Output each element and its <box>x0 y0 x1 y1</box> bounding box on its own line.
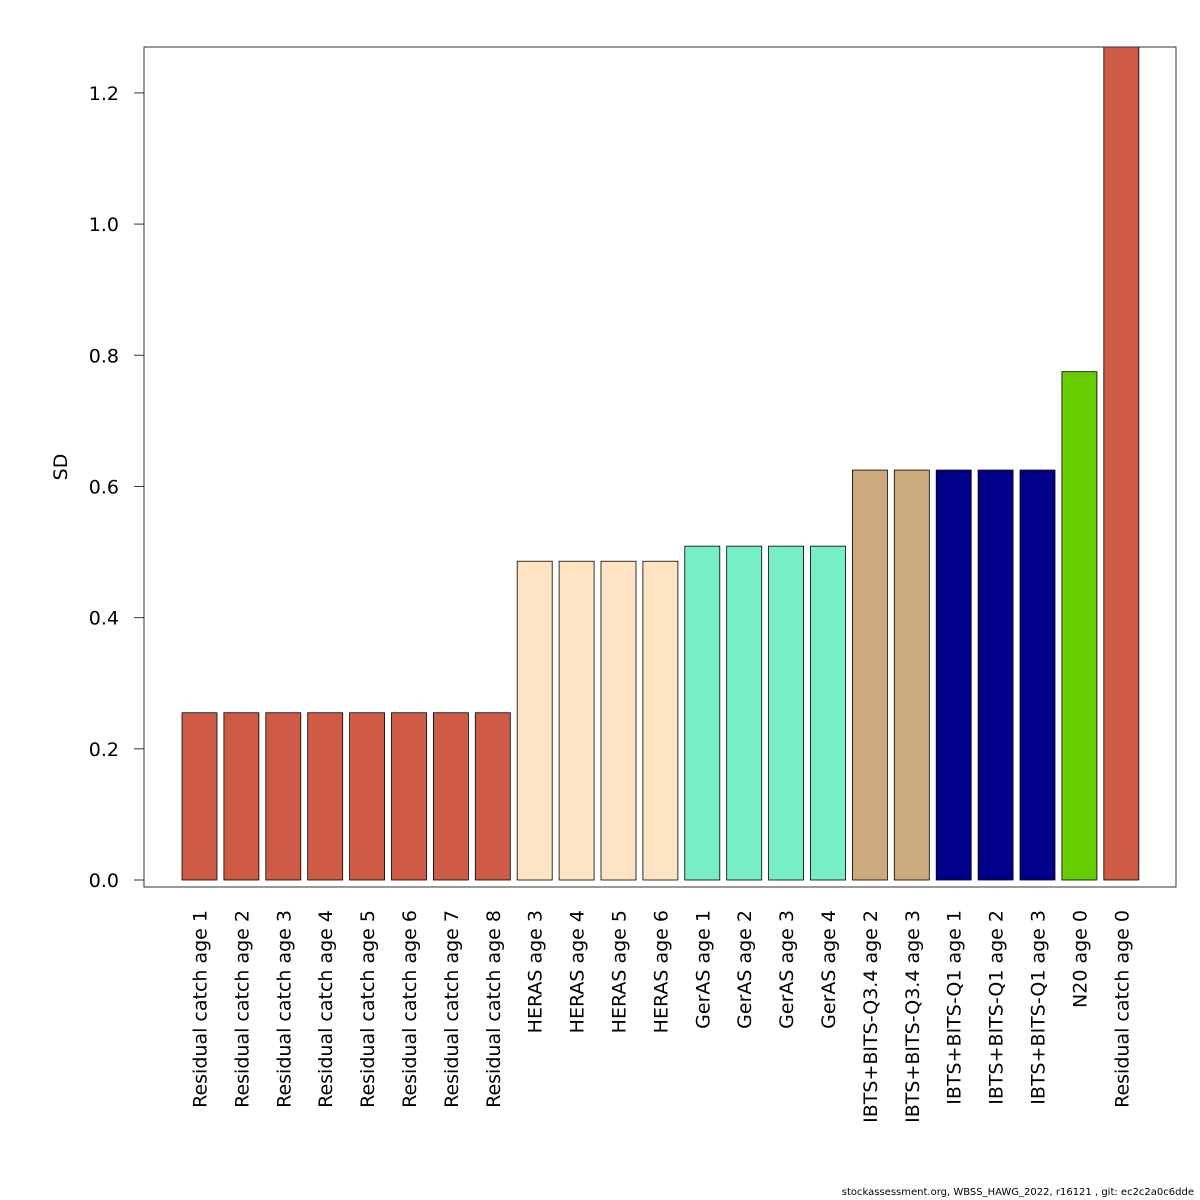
x-tick-label: IBTS+BITS-Q1 age 3 <box>1028 910 1050 1105</box>
bar <box>893 469 930 881</box>
y-tick-label: 0.6 <box>89 476 119 498</box>
x-tick-label: GerAS age 3 <box>776 910 798 1029</box>
y-tick-label: 1.0 <box>89 214 119 236</box>
x-tick-label: GerAS age 4 <box>818 910 840 1029</box>
bar <box>391 712 427 881</box>
x-tick-label: HERAS age 6 <box>650 910 672 1033</box>
x-tick-label: Residual catch age 6 <box>399 910 421 1108</box>
bar <box>684 545 721 881</box>
x-tick-label: N20 age 0 <box>1069 910 1091 1008</box>
x-tick-label: HERAS age 3 <box>525 910 547 1033</box>
bar <box>977 469 1014 881</box>
bar <box>768 545 804 881</box>
footer-credit: stockassessment.org, WBSS_HAWG_2022, r16… <box>841 1187 1194 1198</box>
bar <box>516 560 553 881</box>
bar <box>558 560 595 881</box>
x-tick-label: Residual catch age 7 <box>441 910 463 1108</box>
bar <box>474 712 511 881</box>
bar <box>600 560 637 881</box>
bar <box>642 560 679 881</box>
x-tick-label: HERAS age 4 <box>567 910 589 1033</box>
x-tick-label: Residual catch age 0 <box>1111 910 1133 1108</box>
x-tick-label: Residual catch age 3 <box>273 910 295 1108</box>
x-tick-label: IBTS+BITS-Q1 age 1 <box>944 910 966 1105</box>
bar <box>349 712 386 881</box>
x-axis-labels: Residual catch age 1 Residual catch age 2… <box>190 910 1134 1123</box>
y-tick-label: 0.2 <box>89 739 119 761</box>
bar <box>935 469 972 881</box>
bars-group <box>181 46 1140 881</box>
x-tick-label: Residual catch age 2 <box>231 910 253 1108</box>
bar <box>1019 469 1056 881</box>
y-tick-label: 0.8 <box>89 345 119 367</box>
y-axis-label: SD <box>50 454 72 481</box>
x-tick-label: GerAS age 2 <box>734 910 756 1029</box>
y-tick-label: 1.2 <box>89 83 119 105</box>
y-tick-label: 0.4 <box>89 608 119 630</box>
bar <box>852 469 888 881</box>
bar <box>726 545 763 881</box>
bar <box>181 712 218 881</box>
bar <box>265 712 302 881</box>
bar <box>1103 46 1140 881</box>
bar <box>810 545 846 881</box>
x-tick-label: IBTS+BITS-Q3.4 age 3 <box>902 910 924 1123</box>
bar <box>307 712 344 881</box>
x-tick-label: IBTS+BITS-Q1 age 2 <box>986 910 1008 1105</box>
bar <box>432 712 469 881</box>
bar <box>1061 371 1098 881</box>
x-tick-label: HERAS age 5 <box>609 910 631 1033</box>
y-tick-label: 0.0 <box>89 870 119 892</box>
x-tick-label: Residual catch age 4 <box>315 910 337 1108</box>
x-tick-label: Residual catch age 8 <box>483 910 505 1108</box>
x-tick-label: IBTS+BITS-Q3.4 age 2 <box>860 910 882 1123</box>
y-axis: 0.0 0.2 0.4 0.6 0.8 1.0 1.2 <box>89 83 145 892</box>
x-tick-label: Residual catch age 5 <box>357 910 379 1108</box>
x-tick-label: GerAS age 1 <box>692 910 714 1029</box>
x-tick-label: Residual catch age 1 <box>190 910 212 1108</box>
bar <box>223 712 260 881</box>
